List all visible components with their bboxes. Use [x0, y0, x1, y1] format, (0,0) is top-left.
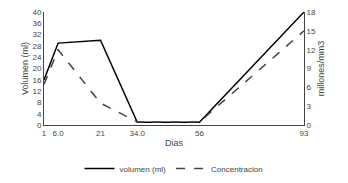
svg-text:15: 15	[307, 27, 316, 36]
svg-text:0: 0	[37, 121, 42, 130]
svg-text:1: 1	[42, 129, 47, 138]
svg-text:16: 16	[32, 76, 41, 85]
svg-text:21: 21	[96, 129, 105, 138]
svg-text:40: 40	[32, 8, 41, 17]
svg-text:18: 18	[307, 8, 316, 17]
svg-text:32: 32	[32, 30, 41, 39]
svg-text:34.0: 34.0	[129, 129, 145, 138]
svg-text:20: 20	[32, 64, 41, 73]
svg-text:volumen (ml): volumen (ml)	[120, 165, 167, 174]
svg-text:millones/mm3: millones/mm3	[316, 41, 326, 97]
svg-text:4: 4	[37, 110, 42, 119]
svg-text:8: 8	[37, 98, 42, 107]
svg-text:0: 0	[307, 121, 312, 130]
svg-text:Concentracion: Concentracion	[211, 165, 263, 174]
svg-text:Volumen (ml): Volumen (ml)	[20, 42, 30, 95]
svg-text:12: 12	[307, 46, 316, 55]
svg-text:6: 6	[307, 83, 312, 92]
svg-text:3: 3	[307, 102, 312, 111]
svg-text:28: 28	[32, 42, 41, 51]
svg-text:56: 56	[195, 129, 204, 138]
svg-text:24: 24	[32, 53, 41, 62]
svg-text:6.0: 6.0	[53, 129, 65, 138]
svg-text:9: 9	[307, 64, 312, 73]
svg-text:Dias: Dias	[165, 138, 184, 148]
svg-text:36: 36	[32, 19, 41, 28]
svg-text:12: 12	[32, 87, 41, 96]
svg-text:93: 93	[300, 129, 309, 138]
